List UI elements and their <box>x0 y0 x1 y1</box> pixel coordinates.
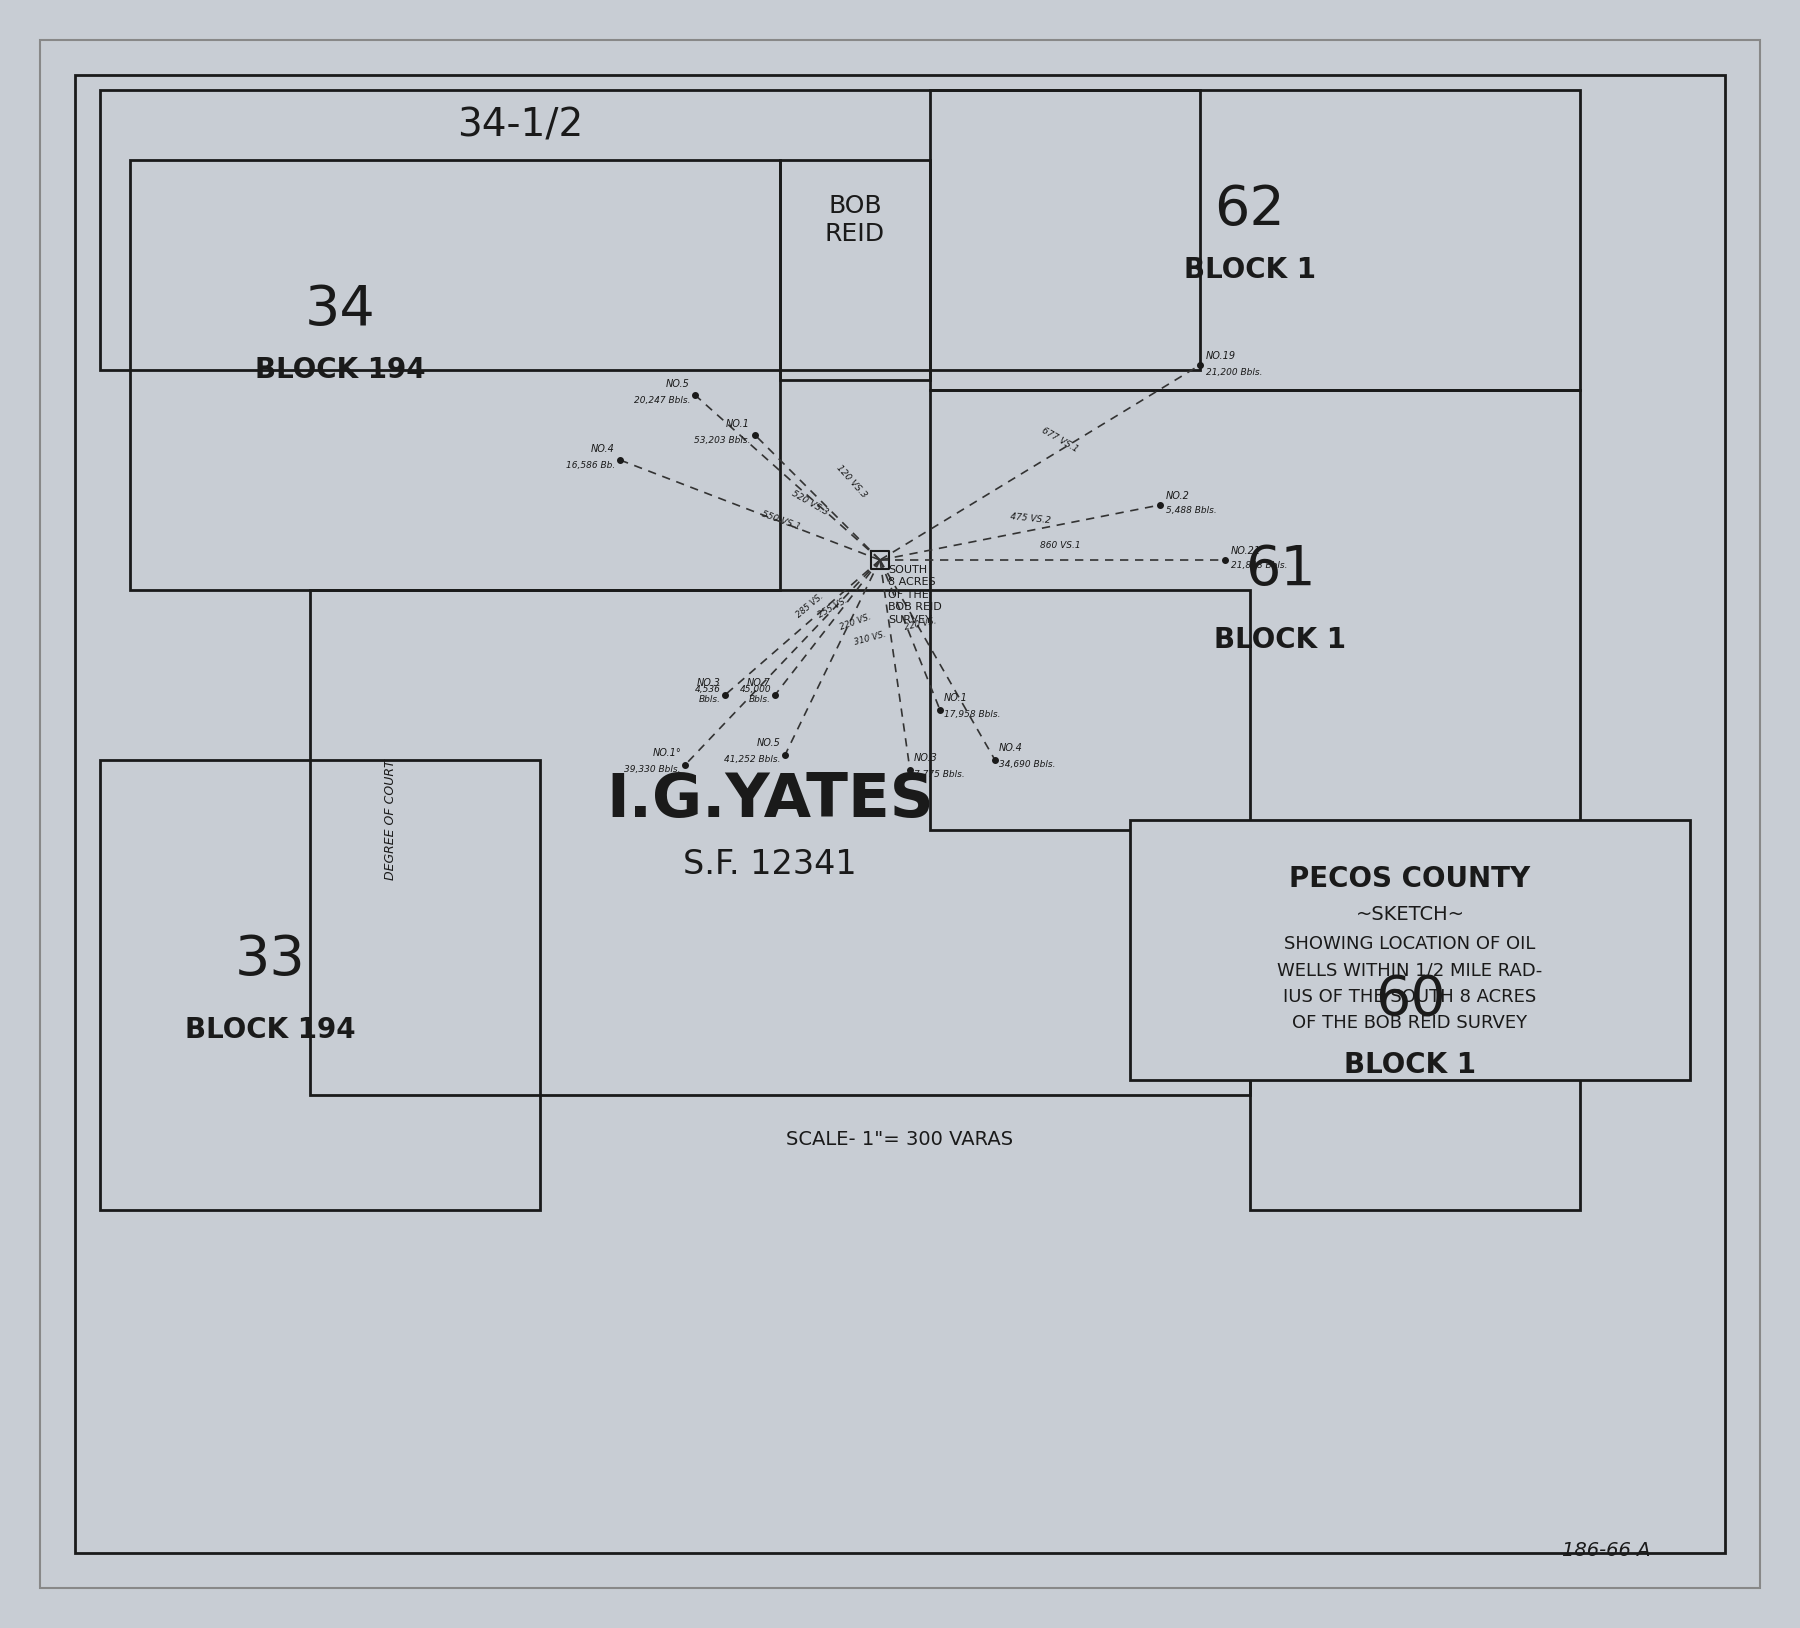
Text: 677 VS.1: 677 VS.1 <box>1040 427 1080 454</box>
Text: 5,488 Bbls.: 5,488 Bbls. <box>1166 506 1217 514</box>
Text: 255 VS.: 255 VS. <box>817 596 850 620</box>
Text: BLOCK 194: BLOCK 194 <box>185 1016 355 1044</box>
Text: NO.1°: NO.1° <box>652 747 680 759</box>
Bar <box>310 589 1249 1096</box>
Bar <box>1249 830 1580 1210</box>
Text: NO.19: NO.19 <box>1206 352 1237 361</box>
Text: 53,203 Bbls.: 53,203 Bbls. <box>693 436 751 444</box>
Text: NO.3: NO.3 <box>914 754 938 764</box>
Text: NO.4: NO.4 <box>999 742 1022 754</box>
Text: BLOCK 194: BLOCK 194 <box>254 357 425 384</box>
Text: NO.1: NO.1 <box>725 418 751 430</box>
Text: NO.2: NO.2 <box>1166 492 1190 501</box>
Bar <box>101 760 540 1210</box>
Text: S.F. 12341: S.F. 12341 <box>684 848 857 881</box>
Text: 39,330 Bbls.: 39,330 Bbls. <box>625 765 680 773</box>
Text: 21,200 Bbls.: 21,200 Bbls. <box>1206 368 1262 378</box>
Text: 60: 60 <box>1375 974 1445 1027</box>
Text: BLOCK 1: BLOCK 1 <box>1213 627 1346 654</box>
FancyBboxPatch shape <box>40 41 1760 1587</box>
Text: SHOWING LOCATION OF OIL
WELLS WITHIN 1/2 MILE RAD-
IUS OF THE SOUTH 8 ACRES
OF T: SHOWING LOCATION OF OIL WELLS WITHIN 1/2… <box>1278 934 1543 1032</box>
Text: 120 VS.3: 120 VS.3 <box>835 464 869 500</box>
Bar <box>931 391 1580 830</box>
Text: NO.1: NO.1 <box>943 694 968 703</box>
Text: SOUTH
8 ACRES
OF THE
BOB REID
SURVEY: SOUTH 8 ACRES OF THE BOB REID SURVEY <box>887 565 941 625</box>
Text: BLOCK 1: BLOCK 1 <box>1345 1052 1476 1079</box>
Text: NO.5: NO.5 <box>758 737 781 747</box>
Text: 520 VS.3: 520 VS.3 <box>790 488 830 518</box>
Bar <box>130 160 779 589</box>
Text: 17,958 Bbls.: 17,958 Bbls. <box>943 710 1001 720</box>
Text: 61: 61 <box>1244 544 1316 597</box>
Text: 186-66 A: 186-66 A <box>1562 1542 1651 1560</box>
Text: NO.21: NO.21 <box>1231 545 1262 557</box>
Bar <box>779 160 931 379</box>
Text: BLOCK 1: BLOCK 1 <box>1184 256 1316 283</box>
Text: 21,838 Bbls.: 21,838 Bbls. <box>1231 562 1287 570</box>
Text: I.G.YATES: I.G.YATES <box>607 770 934 830</box>
Text: 220 VS.: 220 VS. <box>904 617 936 632</box>
Text: PECOS COUNTY: PECOS COUNTY <box>1289 864 1530 894</box>
Text: NO.7: NO.7 <box>747 677 770 689</box>
Text: 41,252 Bbls.: 41,252 Bbls. <box>724 755 781 764</box>
Bar <box>1130 821 1690 1079</box>
FancyBboxPatch shape <box>76 75 1724 1553</box>
Text: 4,536
Bbls.: 4,536 Bbls. <box>695 685 722 703</box>
Text: 310 VS.: 310 VS. <box>853 630 887 646</box>
Text: 34-1/2: 34-1/2 <box>457 106 583 143</box>
Text: 220 VS.: 220 VS. <box>839 612 871 632</box>
Text: 7,775 Bbls.: 7,775 Bbls. <box>914 770 965 780</box>
Bar <box>931 90 1580 391</box>
Text: 20,247 Bbls.: 20,247 Bbls. <box>634 396 689 405</box>
Text: 16,586 Bb.: 16,586 Bb. <box>565 461 616 470</box>
Text: 550 VS.1: 550 VS.1 <box>760 510 801 532</box>
Text: BOB
REID: BOB REID <box>824 194 886 246</box>
Text: 62: 62 <box>1215 182 1285 238</box>
Text: 860 VS.1: 860 VS.1 <box>1040 540 1080 550</box>
Text: NO.3: NO.3 <box>697 677 722 689</box>
Text: SCALE- 1"= 300 VARAS: SCALE- 1"= 300 VARAS <box>787 1130 1013 1149</box>
Text: NO.5: NO.5 <box>666 379 689 389</box>
Text: 45,000
Bbls.: 45,000 Bbls. <box>740 685 770 703</box>
Text: 33: 33 <box>234 933 306 987</box>
Text: 285 VS.: 285 VS. <box>794 593 826 620</box>
Text: NO.4: NO.4 <box>590 444 616 454</box>
Text: 34: 34 <box>304 283 376 337</box>
Text: 34,690 Bbls.: 34,690 Bbls. <box>999 760 1055 768</box>
Text: 475 VS.2: 475 VS.2 <box>1010 511 1051 524</box>
Text: ~SKETCH~: ~SKETCH~ <box>1355 905 1465 925</box>
Text: DEGREE OF COURT: DEGREE OF COURT <box>383 760 396 881</box>
Bar <box>101 90 1201 370</box>
